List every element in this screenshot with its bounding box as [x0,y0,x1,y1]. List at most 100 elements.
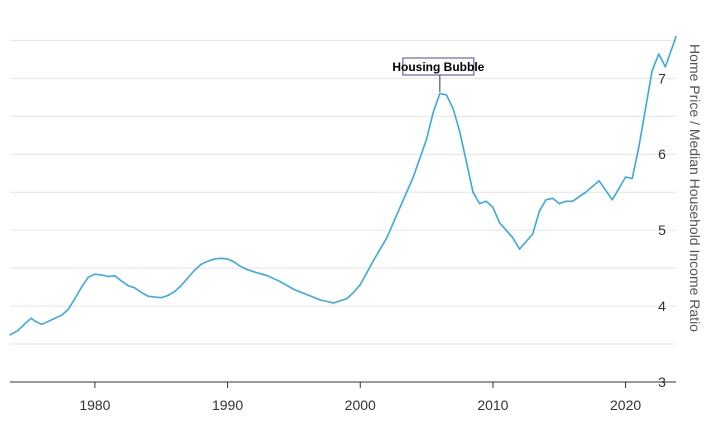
data-point [94,273,96,275]
data-point [518,248,521,250]
data-point [346,297,348,300]
data-point [478,202,481,205]
data-point [333,302,335,304]
data-point [187,277,189,279]
data-point [200,263,202,265]
data-point [425,138,428,140]
annotation-box [402,57,475,76]
data-point [25,322,27,324]
data-point [213,258,215,260]
x-tick-label: 1990 [212,397,243,413]
data-point [173,291,176,293]
data-point [532,233,534,235]
data-point [651,70,653,72]
data-point [153,296,156,298]
data-point [17,329,19,332]
data-point [240,265,242,268]
series-layer [9,35,677,336]
data-point [207,260,209,262]
data-point [80,286,83,288]
data-point [525,240,527,243]
data-point [664,66,667,68]
data-point [246,268,249,271]
data-point [61,314,63,316]
annotation-layer: Housing Bubble [392,57,485,92]
data-point [41,323,43,325]
data-point [293,288,295,291]
data-point [180,284,182,287]
data-point [492,206,494,209]
data-point [140,291,142,294]
data-point [472,191,474,193]
data-point [439,92,441,95]
data-point [558,202,560,205]
y-tick-label: 6 [658,146,666,162]
data-point [120,280,123,282]
data-point [352,291,355,294]
data-point [30,317,32,319]
data-point [147,295,149,297]
annotation-label: Housing Bubble [392,60,484,74]
data-point [598,180,600,182]
data-point [9,334,11,336]
data-point [54,317,56,319]
x-tick-label: 2020 [610,397,641,413]
y-tick-label: 3 [658,374,666,390]
x-tick-label: 1980 [79,397,110,413]
data-point [399,206,401,209]
data-point [220,257,222,259]
data-point [167,294,169,297]
data-point [87,276,90,278]
data-point [233,261,235,263]
x-tick-label: 2000 [345,397,376,413]
data-point [34,320,36,322]
data-point [67,308,70,310]
data-point [306,294,308,296]
data-point [512,237,514,239]
series-line [9,36,677,336]
data-point [445,94,448,96]
data-point [571,200,574,202]
y-tick-label: 5 [658,222,666,238]
grid-lines [10,39,676,345]
data-point [465,161,468,163]
data-point [253,271,255,273]
data-point [226,258,229,260]
data-point [412,176,414,178]
data-point [611,199,613,201]
data-point [551,197,554,199]
data-point [658,53,660,55]
data-point [675,35,677,38]
y-tick-label: 7 [658,70,666,86]
y-axis-label: Home Price / Median Household Income Rat… [687,44,703,332]
data-point [359,284,361,286]
data-point [545,199,547,201]
data-point [127,284,129,287]
data-point [631,177,633,180]
x-axis: 1980 1990 2000 2010 2020 [10,381,676,413]
data-point [266,275,269,277]
data-point [279,281,282,283]
data-point [372,259,375,262]
data-point [134,287,136,289]
data-point [618,187,620,190]
data-point [319,299,322,301]
data-point [107,275,109,278]
y-tick-label: 4 [658,298,666,314]
y-axis-ticks: 3 4 5 6 7 [658,70,666,390]
data-point [565,200,567,202]
data-point [624,176,627,178]
data-point [505,229,507,231]
data-point [193,269,196,272]
data-point [100,274,103,276]
data-point [452,108,454,110]
data-point [538,210,541,212]
data-point [498,221,501,224]
x-tick-label: 2010 [477,397,508,413]
data-point [432,111,434,114]
data-point [114,275,116,277]
data-point [160,297,162,299]
data-point [386,237,388,239]
data-point [47,320,50,322]
